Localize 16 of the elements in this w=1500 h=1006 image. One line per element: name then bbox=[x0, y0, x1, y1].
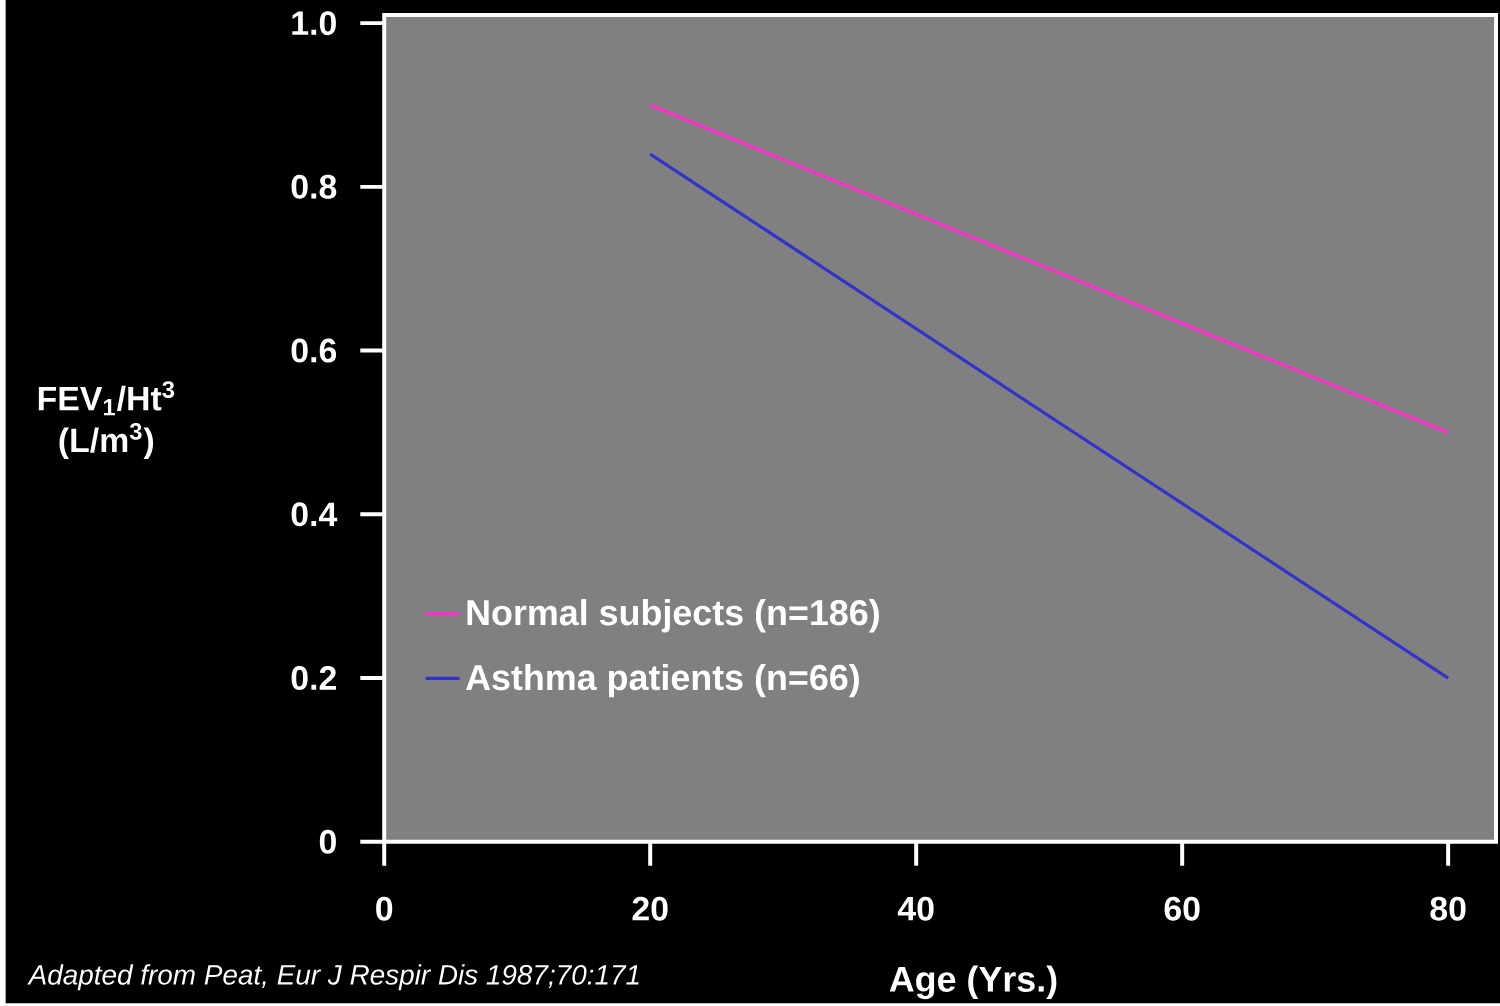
x-tick-label: 80 bbox=[1430, 896, 1466, 921]
text: Adapted from Peat, Eur J Respir Dis 1987;70:171 bbox=[27, 964, 639, 991]
x-tick-label: 0 bbox=[376, 896, 393, 921]
y-tick-label: 0.2 bbox=[291, 666, 336, 691]
x-tick-label: 60 bbox=[1164, 896, 1200, 921]
y-tick-label: 0.6 bbox=[291, 338, 337, 363]
x-tick-label: 20 bbox=[632, 896, 668, 921]
legend-label: Normal subjects (n=186) bbox=[467, 599, 879, 633]
legend-label: Asthma patients (n=66) bbox=[466, 663, 859, 698]
y-tick-label: 0 bbox=[319, 829, 336, 854]
y-tick-label: 0.4 bbox=[291, 502, 338, 527]
text: FEV$_{1}$/Ht$^{3}$ (L/m$^{3}$) bbox=[38, 381, 175, 460]
y-tick-label: 0.8 bbox=[291, 174, 337, 199]
y-tick-label: 1.0 bbox=[292, 11, 336, 36]
x-tick-label: 40 bbox=[897, 896, 934, 921]
x-axis-title: Age (Yrs.) bbox=[889, 965, 1057, 1000]
